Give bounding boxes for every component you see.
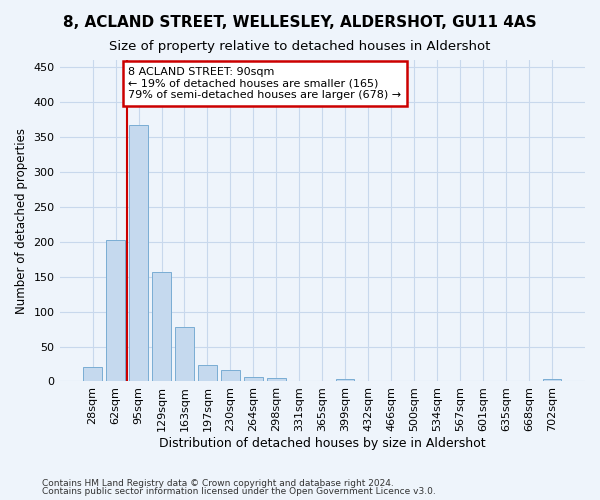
Text: Contains HM Land Registry data © Crown copyright and database right 2024.: Contains HM Land Registry data © Crown c… [42, 478, 394, 488]
Bar [175, 327, 194, 382]
Y-axis label: Number of detached properties: Number of detached properties [15, 128, 28, 314]
Text: 8, ACLAND STREET, WELLESLEY, ALDERSHOT, GU11 4AS: 8, ACLAND STREET, WELLESLEY, ALDERSHOT, … [63, 15, 537, 30]
Bar [244, 376, 263, 382]
Text: 8 ACLAND STREET: 90sqm
← 19% of detached houses are smaller (165)
79% of semi-de: 8 ACLAND STREET: 90sqm ← 19% of detached… [128, 67, 401, 100]
Bar [152, 272, 170, 382]
Bar [336, 378, 355, 382]
Text: Contains public sector information licensed under the Open Government Licence v3: Contains public sector information licen… [42, 487, 436, 496]
Bar [83, 368, 102, 382]
Bar [106, 240, 125, 382]
Bar [543, 380, 561, 382]
Bar [198, 366, 217, 382]
X-axis label: Distribution of detached houses by size in Aldershot: Distribution of detached houses by size … [159, 437, 485, 450]
Bar [130, 125, 148, 382]
Text: Size of property relative to detached houses in Aldershot: Size of property relative to detached ho… [109, 40, 491, 53]
Bar [267, 378, 286, 382]
Bar [221, 370, 239, 382]
